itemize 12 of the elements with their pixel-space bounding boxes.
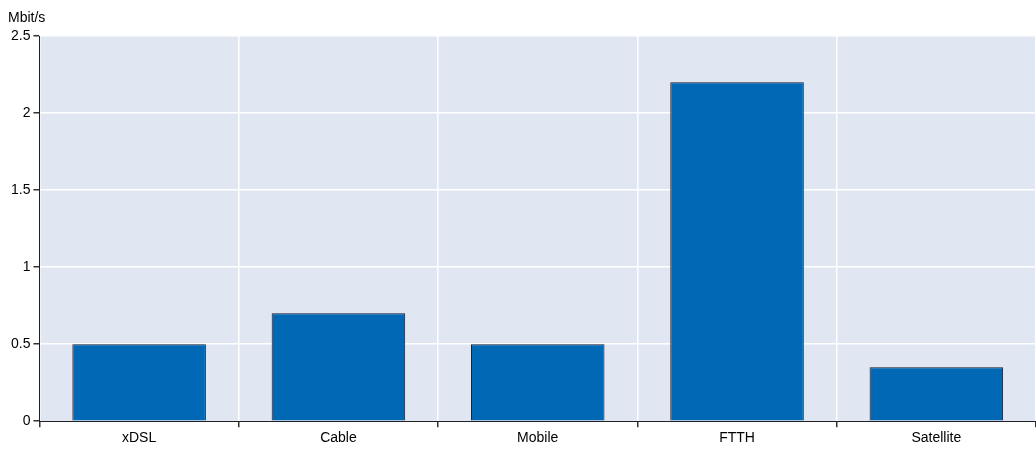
x-tick-label: FTTH [719, 429, 755, 446]
x-tick-label: xDSL [122, 429, 157, 446]
y-tick-label: 1 [22, 257, 31, 274]
x-tick-label: Cable [320, 429, 357, 446]
y-tick-label: 0 [22, 412, 31, 429]
x-tick-label: Mobile [517, 429, 559, 446]
y-tick-label: 0.5 [10, 335, 31, 352]
y-tick-label: 2 [22, 103, 31, 120]
y-axis-title: Mbit/s [8, 8, 46, 25]
y-tick-label: 1.5 [10, 180, 31, 197]
x-tick-label: Satellite [911, 429, 962, 446]
y-tick-label: 2.5 [10, 26, 31, 43]
